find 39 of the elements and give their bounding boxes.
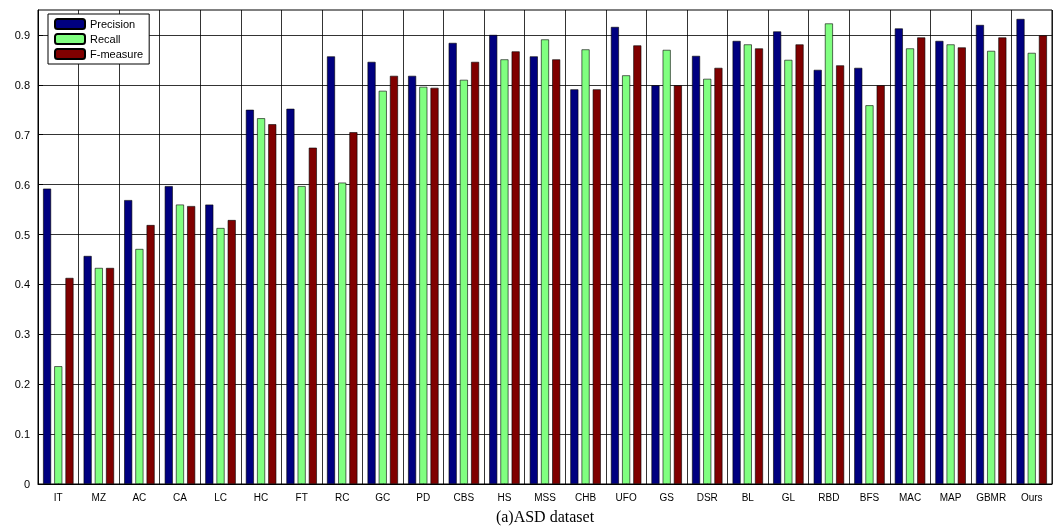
y-tick-label: 0.1 bbox=[14, 428, 30, 441]
y-tick-label: 0 bbox=[23, 478, 30, 490]
x-tick-label: CHB bbox=[575, 491, 597, 503]
y-tick-label: 0.4 bbox=[14, 278, 30, 291]
y-tick-label: 0.9 bbox=[14, 28, 30, 41]
x-tick-label: Ours bbox=[1020, 491, 1043, 503]
legend-label: Recall bbox=[90, 33, 121, 45]
y-tick-label: 0.8 bbox=[14, 78, 30, 91]
x-tick-label: RBD bbox=[818, 491, 840, 503]
x-tick-label: GS bbox=[659, 491, 675, 503]
x-tick-label: AC bbox=[132, 491, 147, 503]
legend-label: F-measure bbox=[90, 48, 144, 60]
x-tick-label: CBS bbox=[453, 491, 475, 503]
x-tick-label: GL bbox=[781, 491, 796, 503]
y-tick-label: 0.2 bbox=[14, 378, 30, 391]
x-tick-label: DSR bbox=[696, 491, 718, 503]
y-tick-label: 0.5 bbox=[14, 228, 30, 241]
x-tick-label: HS bbox=[497, 491, 512, 503]
x-tick-label: MAC bbox=[898, 491, 922, 503]
x-tick-label: FT bbox=[295, 491, 308, 503]
x-tick-label: UFO bbox=[615, 491, 637, 503]
x-tick-label: GBMR bbox=[976, 491, 1007, 503]
y-tick-label: 0.3 bbox=[14, 328, 30, 341]
x-tick-label: LC bbox=[214, 491, 227, 503]
x-tick-label: HC bbox=[253, 491, 269, 503]
x-tick-label: BFS bbox=[859, 491, 880, 503]
y-tick-label: 0.6 bbox=[14, 178, 30, 191]
x-axis-title: (a)ASD dataset bbox=[495, 507, 595, 526]
x-tick-label: GC bbox=[375, 491, 391, 503]
x-tick-label: CA bbox=[173, 491, 188, 503]
x-tick-label: MAP bbox=[939, 491, 962, 503]
legend-label: Precision bbox=[90, 18, 136, 30]
y-tick-label: 0.7 bbox=[14, 128, 30, 141]
x-tick-label: BL bbox=[741, 491, 755, 503]
x-tick-label: PD bbox=[416, 491, 431, 503]
x-tick-label: MSS bbox=[534, 491, 557, 503]
x-tick-label: RC bbox=[334, 491, 350, 503]
x-tick-label: MZ bbox=[91, 491, 107, 503]
x-tick-label: IT bbox=[53, 491, 63, 503]
